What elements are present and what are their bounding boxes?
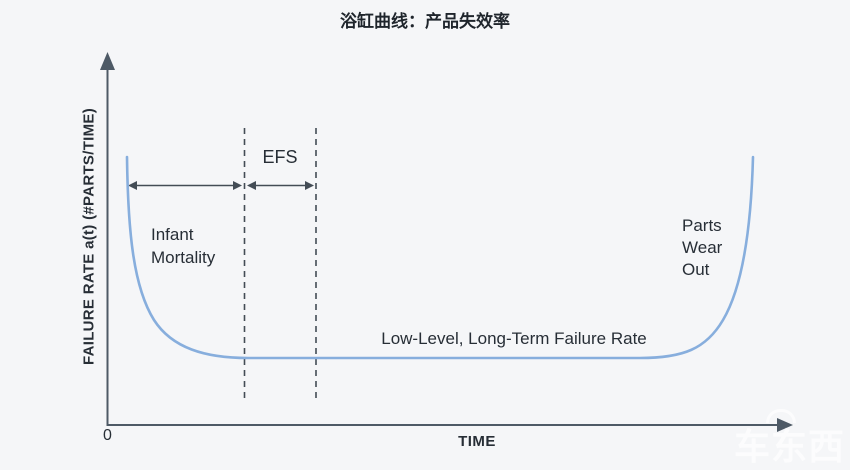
arrow-left-icon (247, 181, 256, 190)
annotation-low-level-failure-rate: Low-Level, Long-Term Failure Rate (381, 329, 647, 348)
y-axis-arrow-icon (100, 52, 115, 70)
arrow-right-icon (233, 181, 242, 190)
arrow-right-icon (305, 181, 314, 190)
annotation-efs: EFS (262, 147, 298, 167)
annotation-infant-mortality: Infant Mortality (151, 225, 216, 267)
origin-tick-label: 0 (103, 427, 112, 444)
annotation-parts-wear-out: Parts Wear Out (682, 216, 723, 279)
chart-title: 浴缸曲线：产品失效率 (340, 12, 510, 31)
bathtub-curve-line (125, 155, 755, 360)
arrow-left-icon (128, 181, 137, 190)
x-axis-label: TIME (458, 433, 496, 450)
watermark-logo-arc-icon (766, 409, 796, 423)
y-axis-label: FAILURE RATE a(t) (#PARTS/TIME) (80, 107, 98, 366)
x-axis-arrow-icon (777, 418, 793, 432)
watermark-text: 车东西 (734, 426, 846, 467)
